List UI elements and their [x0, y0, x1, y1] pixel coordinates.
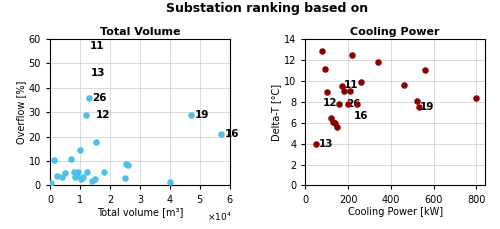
Point [346, 90, 354, 93]
Point [327, 117, 335, 120]
Point [472, 96, 480, 99]
Point [352, 103, 360, 106]
Text: 13: 13 [319, 139, 334, 149]
X-axis label: Cooling Power [kW]: Cooling Power [kW] [348, 207, 442, 217]
Point [340, 90, 348, 93]
Point [122, 162, 130, 165]
Point [374, 60, 382, 64]
Text: 11: 11 [344, 80, 358, 90]
Text: 11: 11 [90, 41, 104, 51]
Text: 13: 13 [91, 68, 106, 78]
Text: $\times10^4$: $\times10^4$ [207, 210, 232, 223]
Point [217, 132, 225, 136]
Point [121, 176, 129, 180]
Point [67, 157, 75, 161]
Y-axis label: Delta-T [°C]: Delta-T [°C] [271, 84, 281, 141]
Text: 26: 26 [92, 93, 107, 103]
Point [318, 50, 326, 53]
Point [54, 174, 62, 177]
Text: 26: 26 [346, 99, 360, 109]
Point [334, 125, 342, 129]
Text: 19: 19 [420, 102, 434, 112]
Title: Cooling Power: Cooling Power [350, 27, 440, 37]
Point [73, 173, 81, 176]
Point [91, 177, 99, 181]
Point [414, 105, 422, 109]
Point [336, 102, 344, 106]
Point [92, 140, 100, 143]
Point [338, 84, 345, 88]
Point [344, 102, 352, 106]
Point [74, 170, 82, 174]
Point [312, 142, 320, 145]
Y-axis label: Overflow [%]: Overflow [%] [16, 81, 26, 144]
X-axis label: Total volume [m³]: Total volume [m³] [96, 207, 183, 217]
Point [88, 179, 96, 183]
Point [70, 170, 78, 174]
Point [100, 170, 108, 174]
Point [76, 148, 84, 152]
Point [79, 175, 87, 179]
Point [78, 177, 86, 181]
Point [58, 175, 66, 179]
Text: 12: 12 [323, 98, 338, 108]
Point [357, 81, 365, 84]
Point [82, 113, 90, 117]
Point [320, 68, 328, 71]
Text: 19: 19 [194, 110, 209, 120]
Point [187, 113, 195, 117]
Point [72, 175, 80, 179]
Point [84, 170, 92, 174]
Point [166, 180, 174, 184]
Point [85, 96, 93, 99]
Point [61, 172, 69, 175]
Point [331, 121, 339, 125]
Point [412, 99, 420, 103]
Text: 16: 16 [224, 129, 239, 139]
Text: 12: 12 [96, 110, 110, 120]
Point [124, 163, 132, 166]
Point [329, 120, 337, 123]
Text: Substation ranking based on: Substation ranking based on [166, 2, 368, 15]
Point [400, 83, 407, 87]
Point [421, 68, 429, 72]
Point [48, 181, 56, 185]
Title: Total Volume: Total Volume [100, 27, 180, 37]
Point [322, 90, 330, 94]
Text: 16: 16 [354, 111, 368, 121]
Point [348, 53, 356, 57]
Point [50, 158, 58, 162]
